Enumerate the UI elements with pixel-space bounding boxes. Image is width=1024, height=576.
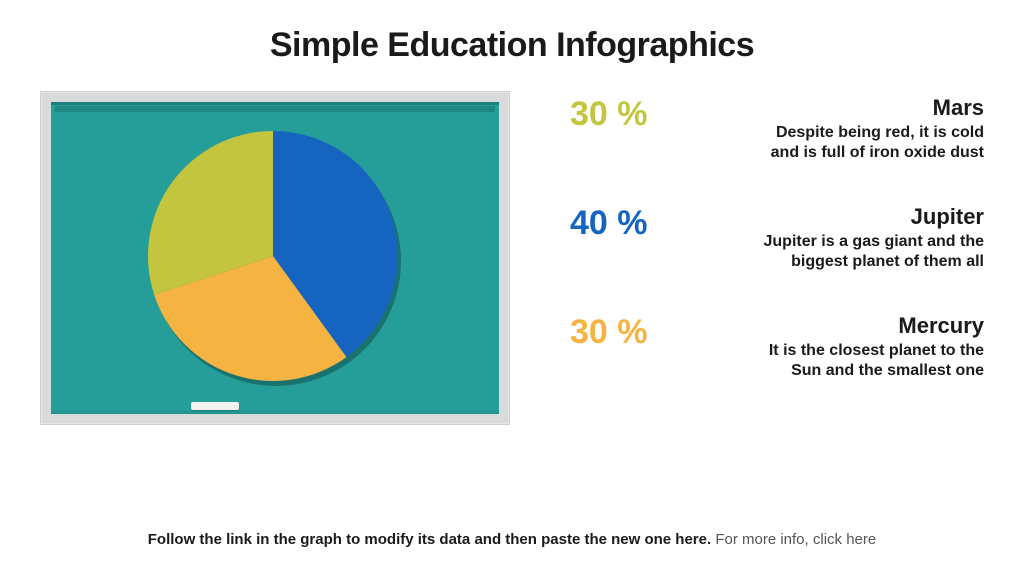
legend-pct: 30 % <box>570 313 720 352</box>
chalkboard-wrap <box>40 91 510 425</box>
footer-link-text[interactable]: For more info, click here <box>715 531 876 548</box>
legend-body: Jupiter is a gas giant and the biggest p… <box>750 232 984 273</box>
legend-column: 30 % Mars Despite being red, it is cold … <box>510 91 984 425</box>
footer-note: Follow the link in the graph to modify i… <box>0 531 1024 548</box>
legend-desc: Mars Despite being red, it is cold and i… <box>750 95 984 164</box>
legend-name: Mars <box>750 95 984 121</box>
legend-item-jupiter: 40 % Jupiter Jupiter is a gas giant and … <box>570 204 984 273</box>
chalkboard-top-shadow <box>55 106 495 112</box>
legend-desc: Mercury It is the closest planet to the … <box>750 313 984 382</box>
legend-pct: 40 % <box>570 204 720 243</box>
page-title: Simple Education Infographics <box>40 26 984 65</box>
legend-item-mercury: 30 % Mercury It is the closest planet to… <box>570 313 984 382</box>
chalkboard-frame <box>40 91 510 425</box>
legend-body: Despite being red, it is cold and is ful… <box>750 123 984 164</box>
pie-chart <box>144 127 406 389</box>
footer-bold: Follow the link in the graph to modify i… <box>148 531 716 548</box>
legend-body: It is the closest planet to the Sun and … <box>750 341 984 382</box>
page: Simple Education Infographics 30 % Mars … <box>0 0 1024 576</box>
legend-desc: Jupiter Jupiter is a gas giant and the b… <box>750 204 984 273</box>
legend-name: Jupiter <box>750 204 984 230</box>
chalkboard-surface <box>51 102 499 414</box>
content-row: 30 % Mars Despite being red, it is cold … <box>40 91 984 425</box>
chalk-stick <box>191 402 239 410</box>
legend-name: Mercury <box>750 313 984 339</box>
legend-pct: 30 % <box>570 95 720 134</box>
legend-item-mars: 30 % Mars Despite being red, it is cold … <box>570 95 984 164</box>
